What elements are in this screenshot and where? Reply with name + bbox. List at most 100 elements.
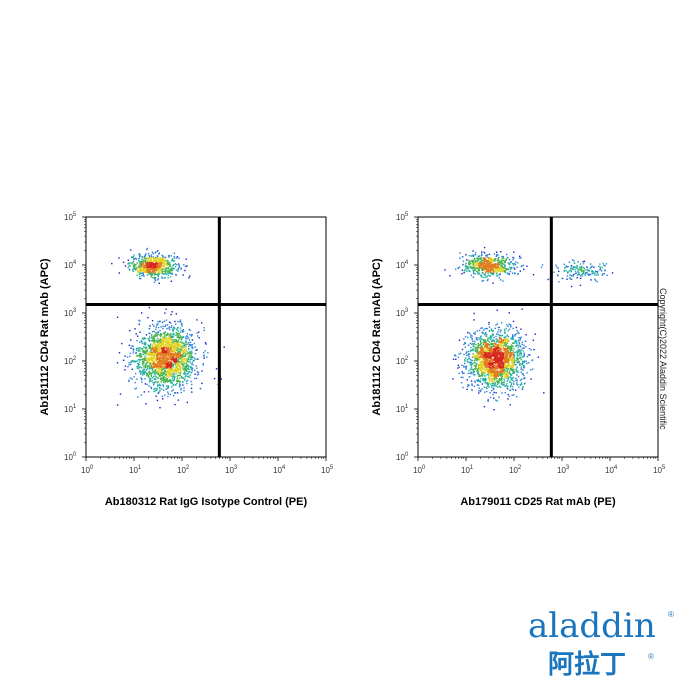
event-dot [146, 350, 148, 352]
event-dot [475, 261, 477, 263]
x-tick-exponent: 2 [186, 465, 190, 471]
event-dot [139, 261, 141, 263]
event-dot [144, 344, 147, 346]
event-dot [511, 368, 514, 370]
event-dot [175, 331, 177, 334]
event-dot [516, 266, 518, 268]
event-dot [499, 334, 501, 336]
event-dot [473, 262, 475, 264]
event-dot [168, 269, 170, 271]
event-dot [477, 357, 479, 359]
event-dot [168, 338, 170, 340]
event-dot [164, 324, 167, 326]
event-dot [522, 366, 525, 368]
event-dot [491, 371, 493, 374]
event-dot [141, 356, 143, 358]
event-dot [149, 353, 152, 355]
event-dot [190, 344, 192, 347]
event-dot [138, 319, 140, 321]
event-dot [162, 372, 165, 374]
event-dot [179, 345, 182, 347]
event-dot [563, 263, 565, 265]
event-dot [505, 269, 507, 271]
event-dot [485, 260, 487, 262]
event-dot [183, 330, 185, 332]
event-dot [574, 270, 577, 272]
event-dot [501, 375, 504, 377]
event-dot [464, 336, 467, 338]
event-dot [172, 347, 174, 349]
event-dot [599, 268, 602, 271]
event-dot [473, 371, 475, 373]
event-dot [159, 348, 162, 350]
event-dot [496, 309, 498, 311]
event-dot [482, 272, 484, 274]
event-dot [513, 272, 516, 274]
y-tick-label: 105 [64, 212, 77, 222]
event-dot [484, 380, 487, 382]
event-dot [135, 387, 138, 389]
event-dot [145, 258, 147, 260]
event-dot [526, 372, 528, 374]
event-dot [489, 271, 492, 273]
event-dot [176, 378, 178, 380]
event-dot [516, 353, 518, 356]
event-dot [478, 363, 480, 366]
event-dot [185, 343, 187, 345]
event-dot [178, 377, 181, 379]
event-dot [486, 359, 488, 362]
event-dot [487, 385, 489, 388]
event-dot [506, 268, 509, 271]
event-dot [149, 378, 152, 380]
event-dot [523, 344, 525, 347]
event-dot [479, 338, 481, 340]
event-dot [145, 342, 147, 345]
event-dot [190, 352, 193, 354]
event-dot [153, 330, 155, 333]
event-dot [479, 350, 482, 352]
event-dot [518, 332, 520, 335]
event-dot [197, 335, 199, 337]
event-dot [182, 368, 184, 371]
event-dot [148, 338, 150, 340]
event-dot [153, 384, 155, 386]
event-dot [513, 371, 516, 373]
event-dot [160, 264, 163, 266]
event-dot [491, 382, 493, 385]
event-dot [141, 262, 143, 264]
event-dot [160, 262, 162, 264]
event-dot [501, 341, 503, 344]
event-dot [172, 389, 174, 391]
event-dot [185, 354, 187, 356]
event-dot [177, 340, 180, 342]
event-dot [161, 268, 164, 270]
event-dot [493, 266, 496, 268]
event-dot [146, 356, 148, 359]
event-dot [144, 270, 147, 273]
event-dot [464, 360, 466, 362]
event-dot [157, 256, 159, 258]
event-dot [468, 261, 470, 264]
event-dot [167, 267, 169, 270]
event-dot [487, 359, 489, 361]
event-dot [464, 268, 466, 271]
event-dot [184, 351, 187, 354]
event-dot [162, 389, 165, 391]
event-dot [180, 341, 182, 343]
event-dot [157, 385, 159, 387]
event-dot [154, 359, 156, 362]
event-dot [500, 348, 502, 350]
event-dot [170, 358, 172, 360]
event-dot [478, 262, 480, 265]
event-dot [484, 372, 486, 375]
event-dot [510, 324, 512, 326]
event-dot [488, 341, 491, 343]
event-dot [482, 266, 484, 268]
event-dot [166, 262, 168, 265]
event-dot [158, 342, 161, 345]
event-dot [582, 272, 584, 275]
event-dot [481, 350, 483, 352]
event-dot [180, 391, 182, 394]
event-dot [512, 320, 515, 323]
event-dot [176, 356, 178, 358]
